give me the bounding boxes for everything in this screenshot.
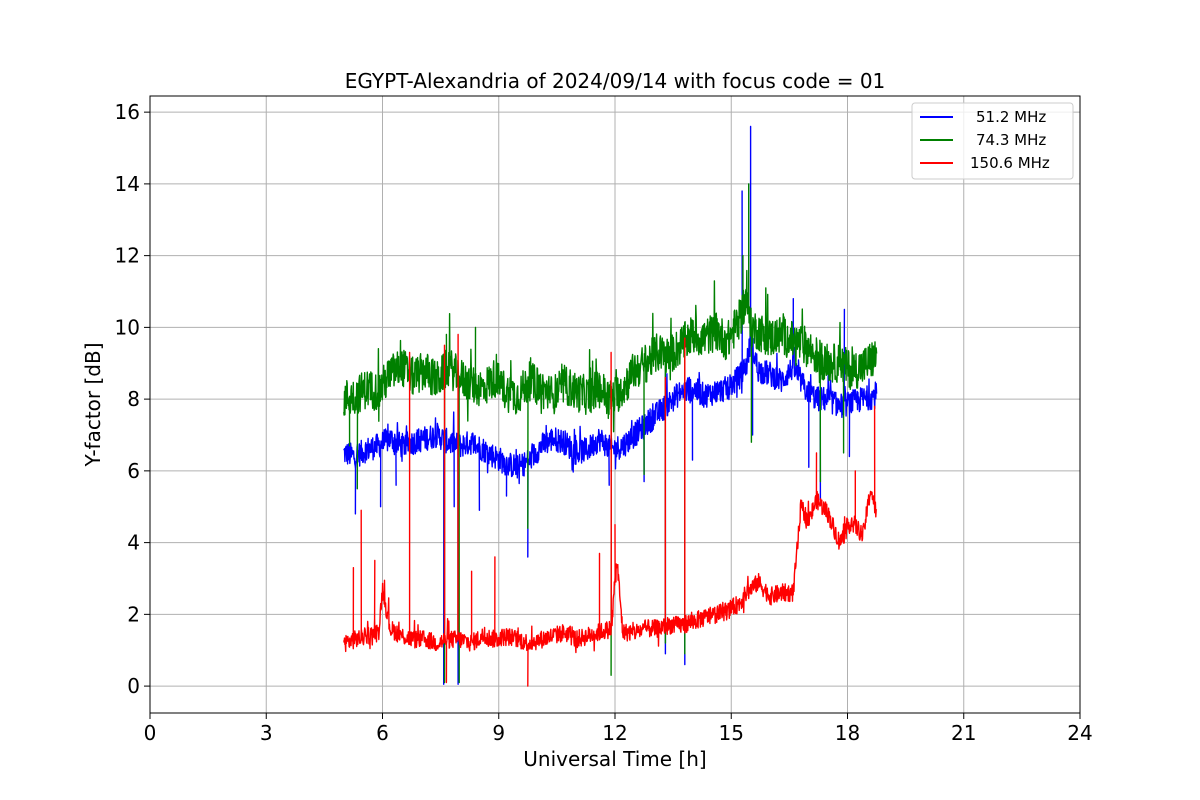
x-tick-label: 6 — [376, 721, 389, 745]
y-axis-label: Y-factor [dB] — [81, 342, 105, 467]
x-tick-label: 3 — [260, 721, 273, 745]
x-tick-label: 18 — [835, 721, 860, 745]
y-tick-label: 14 — [115, 172, 140, 196]
x-tick-label: 24 — [1067, 721, 1092, 745]
x-axis-label: Universal Time [h] — [523, 747, 706, 771]
series-layer — [343, 125, 878, 687]
legend: 51.2 MHz 74.3 MHz 150.6 MHz — [911, 102, 1074, 180]
legend-box — [911, 102, 1074, 180]
x-tick-label: 21 — [951, 721, 976, 745]
y-tick-label: 12 — [115, 244, 140, 268]
series-2 — [343, 333, 878, 687]
y-tick-label: 0 — [127, 674, 140, 698]
legend-label-74mhz: 74.3 MHz — [976, 131, 1046, 149]
x-tick-label: 12 — [602, 721, 627, 745]
y-tick-label: 16 — [115, 100, 140, 124]
legend-label-51mhz: 51.2 MHz — [976, 108, 1046, 126]
chart-title: EGYPT-Alexandria of 2024/09/14 with focu… — [345, 69, 886, 93]
x-tick-label: 9 — [492, 721, 505, 745]
x-tick-label: 15 — [719, 721, 744, 745]
series-line-2 — [343, 333, 878, 687]
y-tick-label: 4 — [127, 531, 140, 555]
y-tick-label: 10 — [115, 315, 140, 339]
y-tick-label: 6 — [127, 459, 140, 483]
x-tick-label: 0 — [144, 721, 157, 745]
y-axis-ticks: 0 2 4 6 8 10 12 14 16 — [115, 100, 150, 698]
legend-label-150mhz: 150.6 MHz — [970, 154, 1050, 172]
x-axis-ticks: 0 3 6 9 12 15 18 21 24 — [144, 713, 1093, 745]
y-tick-label: 2 — [127, 602, 140, 626]
y-tick-label: 8 — [127, 387, 140, 411]
